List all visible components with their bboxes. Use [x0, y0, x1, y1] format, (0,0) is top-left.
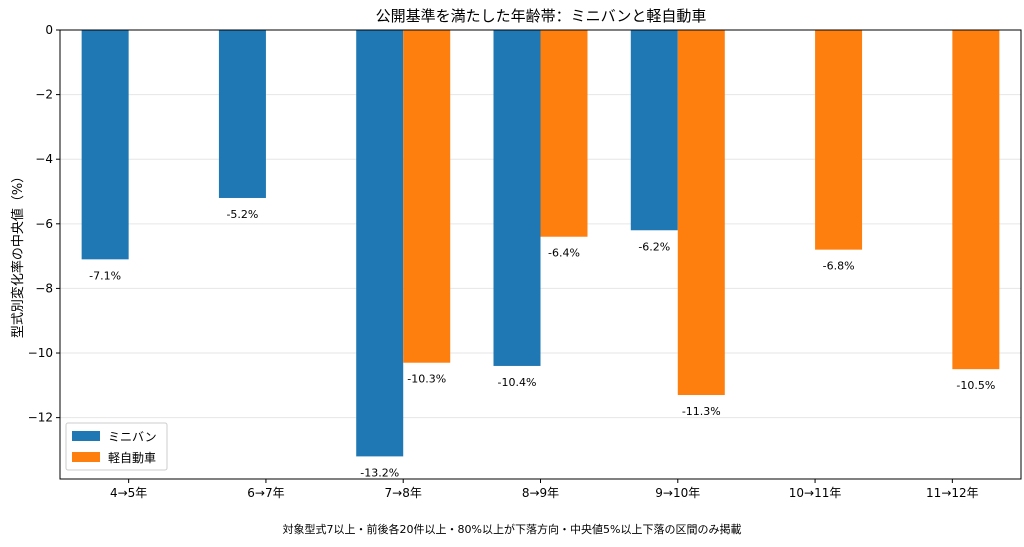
bar-kei	[403, 30, 451, 363]
data-label-minivan: -6.2%	[638, 240, 670, 253]
x-tick-label: 4→5年	[110, 486, 147, 500]
legend: ミニバン 軽自動車	[65, 422, 168, 471]
data-label-kei: -6.8%	[823, 260, 855, 273]
bar-minivan	[218, 30, 266, 198]
data-label-minivan: -5.2%	[226, 208, 258, 221]
y-tick-label: −6	[35, 217, 53, 231]
bar-kei	[677, 30, 725, 396]
y-tick-label: −10	[28, 346, 53, 360]
bar-minivan	[356, 30, 404, 457]
legend-swatch-minivan	[72, 431, 100, 441]
bar-kei	[952, 30, 1000, 370]
x-tick-label: 7→8年	[385, 486, 422, 500]
x-tick-label: 8→9年	[522, 486, 559, 500]
footnote: 対象型式7以上・前後各20件以上・80%以上が下落方向・中央値5%以上下落の区間…	[283, 522, 742, 536]
legend-swatch-kei	[72, 452, 100, 462]
data-labels: -7.1% -5.2% -13.2% -10.4% -6.2% -10.3% -6.4% -1…	[89, 208, 995, 479]
data-label-kei: -11.3%	[682, 405, 721, 418]
y-axis-label: 型式別変化率の中央値（%）	[10, 170, 26, 338]
y-tick-label: −12	[28, 411, 53, 425]
data-label-minivan: -7.1%	[89, 269, 121, 282]
chart-title: 公開基準を満たした年齢帯：ミニバンと軽自動車	[376, 7, 707, 25]
bar-minivan	[630, 30, 678, 231]
x-tick-label: 9→10年	[655, 486, 700, 500]
bar-minivan	[81, 30, 129, 260]
x-tick-label: 11→12年	[926, 486, 979, 500]
x-tick-label: 10→11年	[789, 486, 842, 500]
x-axis-ticks: 4→5年 6→7年 7→8年 8→9年 9→10年 10→11年 11→12年	[110, 479, 979, 500]
bar-kei	[540, 30, 588, 237]
data-label-kei: -10.3%	[407, 373, 446, 386]
y-axis-ticks: 0 −2 −4 −6 −8 −10 −12	[28, 23, 60, 425]
y-tick-label: 0	[45, 23, 53, 37]
bar-minivan	[493, 30, 541, 366]
bar-kei	[815, 30, 863, 250]
data-label-minivan: -13.2%	[360, 466, 399, 479]
legend-label-minivan: ミニバン	[108, 430, 157, 444]
legend-label-kei: 軽自動車	[108, 451, 156, 465]
y-tick-label: −4	[35, 152, 53, 166]
y-tick-label: −8	[35, 281, 53, 295]
x-tick-label: 6→7年	[247, 486, 284, 500]
data-label-minivan: -10.4%	[498, 376, 537, 389]
data-label-kei: -6.4%	[548, 247, 580, 260]
bars	[81, 30, 1000, 457]
data-label-kei: -10.5%	[956, 379, 995, 392]
y-tick-label: −2	[35, 88, 53, 102]
